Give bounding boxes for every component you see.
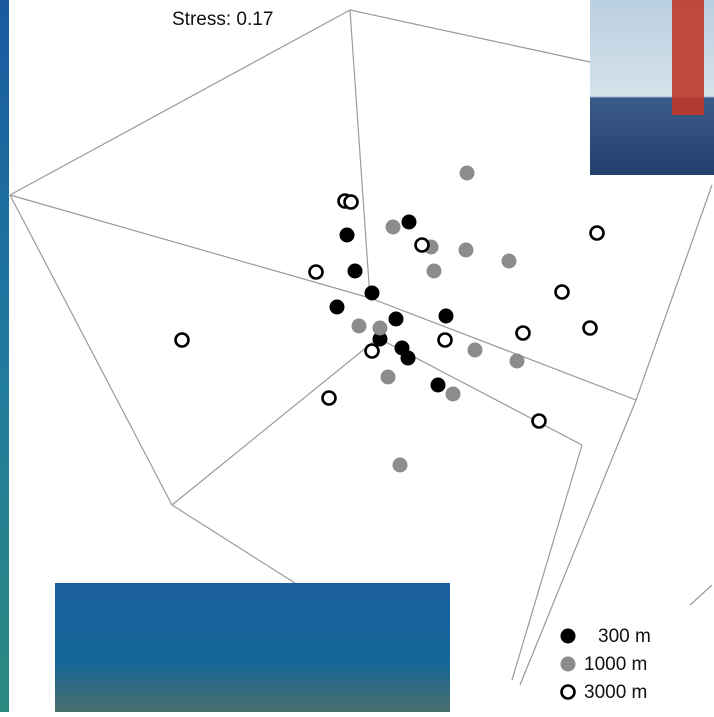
legend-label: 1000 m (584, 654, 647, 675)
point (351, 318, 367, 334)
point (308, 264, 324, 280)
point (426, 263, 442, 279)
point (554, 284, 570, 300)
point (438, 308, 454, 324)
legend: 300 m 1000 m 3000 m (560, 626, 651, 703)
point (339, 227, 355, 243)
photo-strip (0, 0, 9, 712)
point (372, 320, 388, 336)
point (388, 311, 404, 327)
point (589, 225, 605, 241)
legend-label: 300 m (598, 626, 651, 647)
platform (672, 0, 704, 115)
point (437, 332, 453, 348)
seafloor-photo (55, 583, 450, 712)
point (531, 413, 547, 429)
point (364, 285, 380, 301)
point (459, 165, 475, 181)
point (501, 253, 517, 269)
legend-marker (560, 656, 576, 672)
points (174, 165, 605, 473)
point (509, 353, 525, 369)
point (400, 350, 416, 366)
stress-label: Stress: 0.17 (172, 9, 273, 30)
point (343, 194, 359, 210)
point (414, 237, 430, 253)
point (364, 343, 380, 359)
legend-label: 3000 m (584, 682, 647, 703)
point (347, 263, 363, 279)
point (401, 214, 417, 230)
point (582, 320, 598, 336)
point (385, 219, 401, 235)
point (515, 325, 531, 341)
cube-frame (9, 9, 713, 686)
point (380, 369, 396, 385)
point (329, 299, 345, 315)
point (321, 390, 337, 406)
point (467, 342, 483, 358)
point (392, 457, 408, 473)
point (458, 242, 474, 258)
point (372, 331, 388, 347)
legend-marker (560, 628, 576, 644)
point (430, 377, 446, 393)
legend-marker (560, 684, 576, 700)
point (174, 332, 190, 348)
point (445, 386, 461, 402)
